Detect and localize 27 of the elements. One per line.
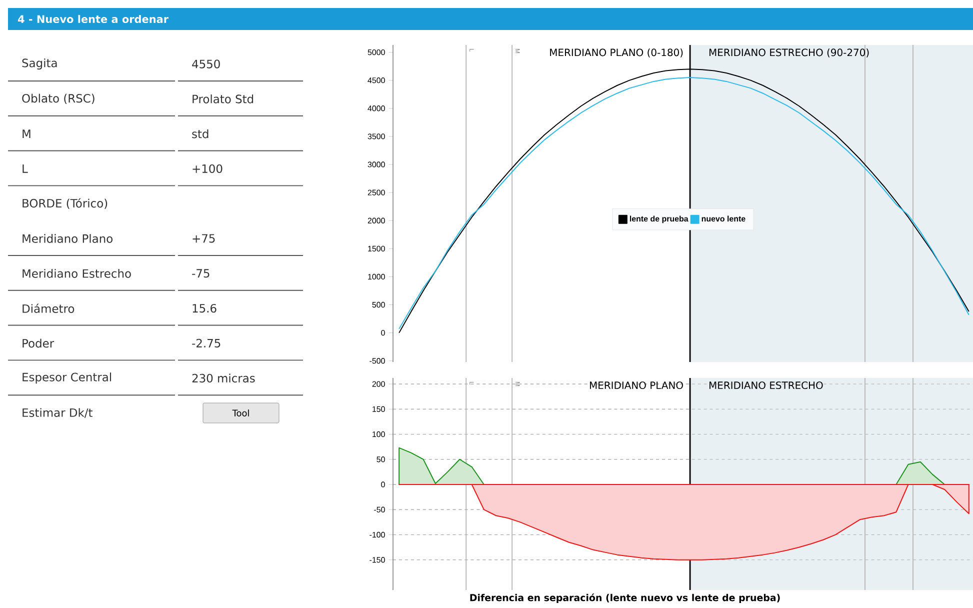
text: -75 bbox=[192, 269, 210, 278]
text: 4 - Nuevo lente a ordenar bbox=[18, 14, 168, 24]
category-label: Espesor Central bbox=[22, 372, 112, 384]
category-label: Meridiano Estrecho bbox=[22, 268, 131, 278]
text: -2.75 bbox=[192, 338, 220, 348]
annotation: MERIDIANO ESTRECHO (90-270) bbox=[709, 48, 869, 58]
text: std bbox=[192, 129, 208, 138]
category-label: Meridiano Plano bbox=[22, 234, 112, 243]
annotation: MERIDIANO PLANO (0-180) bbox=[550, 48, 683, 58]
annotation: MERIDIANO ESTRECHO bbox=[709, 381, 823, 390]
category-label: Oblato (RSC) bbox=[22, 94, 94, 104]
category-label: Diámetro bbox=[22, 304, 74, 313]
category-label: M bbox=[22, 130, 30, 138]
text: Prolato Std bbox=[192, 94, 254, 104]
category-label: BORDE (Tórico) bbox=[22, 198, 108, 209]
category-label: L bbox=[22, 164, 28, 173]
x-axis-title: Diferencia en separación (lente nuevo vs lente de prueba) bbox=[470, 593, 780, 604]
category-label: Poder bbox=[22, 338, 54, 348]
text: 15.6 bbox=[192, 304, 216, 313]
text: 4550 bbox=[192, 60, 220, 68]
category-label: Sagita bbox=[22, 58, 57, 70]
text: +100 bbox=[192, 164, 222, 174]
annotation: MERIDIANO PLANO bbox=[590, 381, 683, 390]
text: +75 bbox=[192, 234, 215, 243]
text: 230 micras bbox=[192, 374, 255, 383]
text: Tool bbox=[232, 410, 249, 416]
category-label: Estimar Dk/t bbox=[22, 408, 92, 418]
